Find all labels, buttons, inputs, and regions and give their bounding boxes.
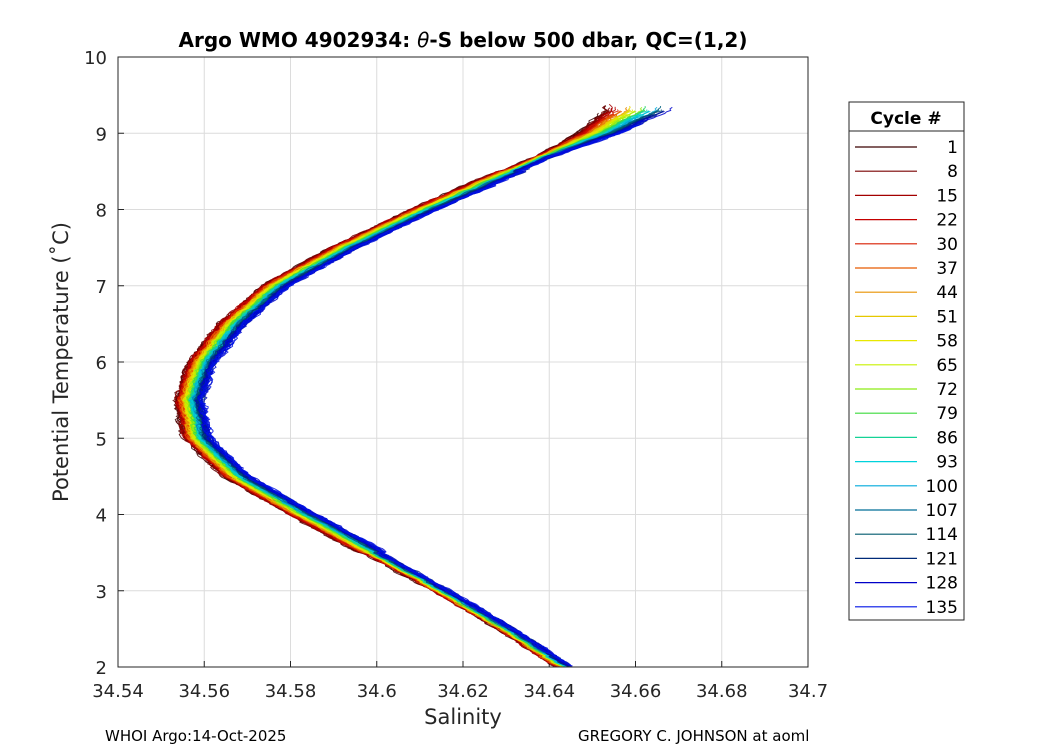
legend-title: Cycle # xyxy=(870,109,941,129)
x-tick-label: 34.58 xyxy=(265,681,317,702)
legend: Cycle # 1 8 15 22 30 37 44 51 58 65 72 79 86 93 100 107… xyxy=(848,101,965,621)
grid xyxy=(117,56,809,668)
y-tick-labels: 2 3 4 5 6 7 8 9 10 xyxy=(84,48,107,679)
x-tick-label: 34.56 xyxy=(178,681,230,702)
legend-entry-label: 100 xyxy=(926,477,958,497)
legend-entry-label: 86 xyxy=(936,428,958,448)
legend-entry-label: 51 xyxy=(936,307,958,327)
x-tick-label: 34.7 xyxy=(788,681,828,702)
legend-entry-label: 65 xyxy=(936,356,958,376)
series-group xyxy=(172,103,673,668)
footer-right: GREGORY C. JOHNSON at aoml xyxy=(578,727,809,745)
legend-entry-label: 93 xyxy=(936,453,958,473)
x-tick-labels: 34.54 34.56 34.58 34.6 34.62 34.64 34.66 34.68 3… xyxy=(92,681,828,702)
y-tick-label: 10 xyxy=(84,48,107,69)
legend-entry-label: 37 xyxy=(936,259,958,279)
legend-entry-label: 79 xyxy=(936,404,958,424)
legend-entry-label: 22 xyxy=(936,211,958,231)
y-tick-label: 8 xyxy=(96,201,107,222)
legend-entry-label: 58 xyxy=(936,332,958,352)
x-tick-label: 34.54 xyxy=(92,681,144,702)
axes-box xyxy=(117,56,809,668)
legend-entry-label: 72 xyxy=(936,380,958,400)
legend-entries: 1 8 15 22 30 37 44 51 58 65 72 79 86 93 100 107 114 121 12… xyxy=(855,138,958,618)
legend-entry-label: 15 xyxy=(936,186,958,206)
y-tick-label: 3 xyxy=(96,582,107,603)
legend-entry-label: 30 xyxy=(936,235,958,255)
y-tick-label: 9 xyxy=(96,124,107,145)
y-tick-label: 7 xyxy=(96,277,107,298)
x-axis-label: Salinity xyxy=(424,705,502,729)
legend-entry-label: 114 xyxy=(926,525,958,545)
x-tick-label: 34.6 xyxy=(357,681,397,702)
y-axis-label: Potential Temperature (˚C) xyxy=(49,222,73,502)
x-tick-label: 34.64 xyxy=(523,681,575,702)
y-tick-label: 5 xyxy=(96,429,107,450)
y-tick-label: 4 xyxy=(96,506,107,527)
footer-left: WHOI Argo:14-Oct-2025 xyxy=(105,727,286,745)
x-tick-label: 34.66 xyxy=(610,681,662,702)
legend-entry-label: 1 xyxy=(947,138,958,158)
legend-entry-label: 44 xyxy=(936,283,958,303)
legend-entry-label: 135 xyxy=(926,598,958,618)
y-tick-label: 2 xyxy=(96,658,107,679)
legend-entry-label: 107 xyxy=(926,501,958,521)
cycle-profile-line xyxy=(198,124,639,662)
legend-entry-label: 128 xyxy=(926,574,958,594)
legend-entry-label: 8 xyxy=(947,162,958,182)
legend-entry-label: 121 xyxy=(926,549,958,569)
x-tick-label: 34.62 xyxy=(437,681,489,702)
chart-title: Argo WMO 4902934: θ-S below 500 dbar, QC… xyxy=(179,28,748,52)
x-tick-label: 34.68 xyxy=(696,681,748,702)
y-tick-label: 6 xyxy=(96,353,107,374)
